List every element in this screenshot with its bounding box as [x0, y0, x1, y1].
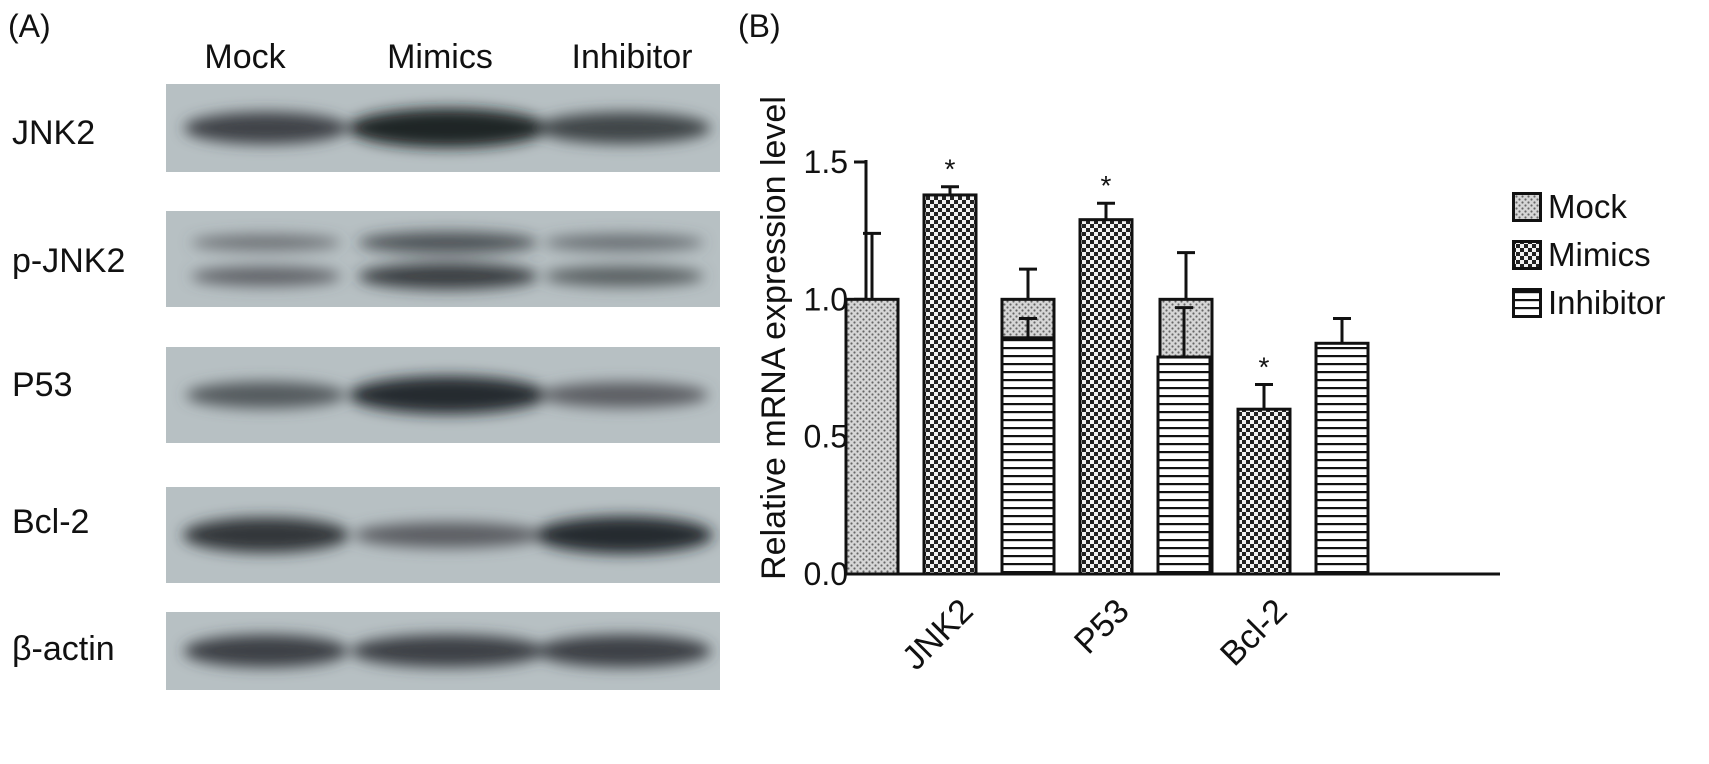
- blot-band: [182, 517, 350, 553]
- bar-inhibitor-2: [1314, 341, 1370, 576]
- bar-mimics-1: [1078, 218, 1134, 576]
- legend-label-inhibitor: Inhibitor: [1548, 284, 1666, 321]
- panel-b-label: (B): [738, 8, 781, 44]
- legend-swatch-mock: [1512, 192, 1542, 222]
- legend-swatch-mimics: [1512, 240, 1542, 270]
- legend-item-mock: Mock: [1512, 183, 1665, 231]
- bar-chart: 0.0 0.5 1.0 1.5 Relative mRNA expression lev…: [755, 96, 1500, 678]
- legend-swatch-fill: [1512, 192, 1542, 222]
- legend-label-mimics: Mimics: [1548, 236, 1651, 273]
- significance-star: *: [1259, 351, 1270, 382]
- blot-p53: [166, 347, 720, 443]
- bar-inhibitor-0: [1000, 336, 1056, 576]
- row-label-jnk2: JNK2: [12, 114, 96, 152]
- blot-band: [544, 266, 704, 287]
- blot-band: [353, 522, 543, 548]
- blot-svg-4: [166, 612, 720, 690]
- blot-jnk2: [166, 84, 720, 172]
- x-tick-label: JNK2: [895, 592, 981, 678]
- bar-inhibitor-1: [1156, 355, 1212, 576]
- blot-band: [348, 376, 548, 414]
- blot-band: [358, 263, 538, 290]
- blot-background: [166, 211, 720, 307]
- bar-mimics-2: [1236, 407, 1292, 576]
- blot-svg-2: [166, 347, 720, 443]
- legend-swatch-fill: [1512, 240, 1542, 270]
- lane-label-mimics: Mimics: [387, 38, 493, 76]
- blot-band: [191, 266, 341, 287]
- row-label-bcl-2: Bcl-2: [12, 503, 90, 541]
- blot-band: [537, 112, 711, 144]
- blot-svg-0: [166, 84, 720, 172]
- row-label-beta-actin: β-actin: [12, 630, 115, 668]
- legend-item-inhibitor: Inhibitor: [1512, 279, 1665, 327]
- y-tick-label: 1.5: [804, 144, 848, 180]
- blot-band: [544, 234, 704, 252]
- blot-band: [186, 381, 346, 409]
- lane-label-inhibitor: Inhibitor: [571, 38, 693, 76]
- blot-band: [191, 234, 341, 251]
- blot-beta-actin: [166, 612, 720, 690]
- blot-bcl-2: [166, 487, 720, 583]
- row-label-p-jnk2: p-JNK2: [12, 242, 126, 280]
- panel-a-label: (A): [8, 8, 51, 44]
- legend-swatch-fill: [1512, 288, 1542, 318]
- legend-label-mock: Mock: [1548, 188, 1627, 225]
- legend-item-mimics: Mimics: [1512, 231, 1665, 279]
- legend-swatch-inhibitor: [1512, 288, 1542, 318]
- blot-band: [350, 634, 546, 668]
- row-label-p53: P53: [12, 366, 73, 404]
- blot-svg-1: [166, 211, 720, 307]
- bar-mock-0: [844, 297, 900, 576]
- x-tick-label: Bcl-2: [1213, 592, 1295, 674]
- blot-band: [535, 516, 713, 554]
- blot-p-jnk2: [166, 211, 720, 307]
- blot-band: [348, 108, 548, 148]
- lane-label-mock: Mock: [204, 38, 286, 76]
- y-tick-label: 0.5: [804, 419, 848, 455]
- y-axis-label: Relative mRNA expression level: [755, 96, 793, 580]
- blot-band: [358, 231, 538, 254]
- bar-mimics-0: [922, 193, 978, 576]
- significance-star: *: [945, 154, 956, 185]
- blot-band: [539, 382, 709, 408]
- blot-band: [184, 111, 348, 145]
- y-tick-label: 1.0: [804, 281, 848, 317]
- blot-svg-3: [166, 487, 720, 583]
- significance-star: *: [1101, 170, 1112, 201]
- blot-band: [536, 634, 712, 668]
- chart-legend: Mock Mimics Inhibitor: [1512, 183, 1665, 327]
- y-tick-label: 0.0: [804, 556, 848, 592]
- x-tick-label: P53: [1067, 592, 1137, 662]
- blot-band: [183, 634, 349, 668]
